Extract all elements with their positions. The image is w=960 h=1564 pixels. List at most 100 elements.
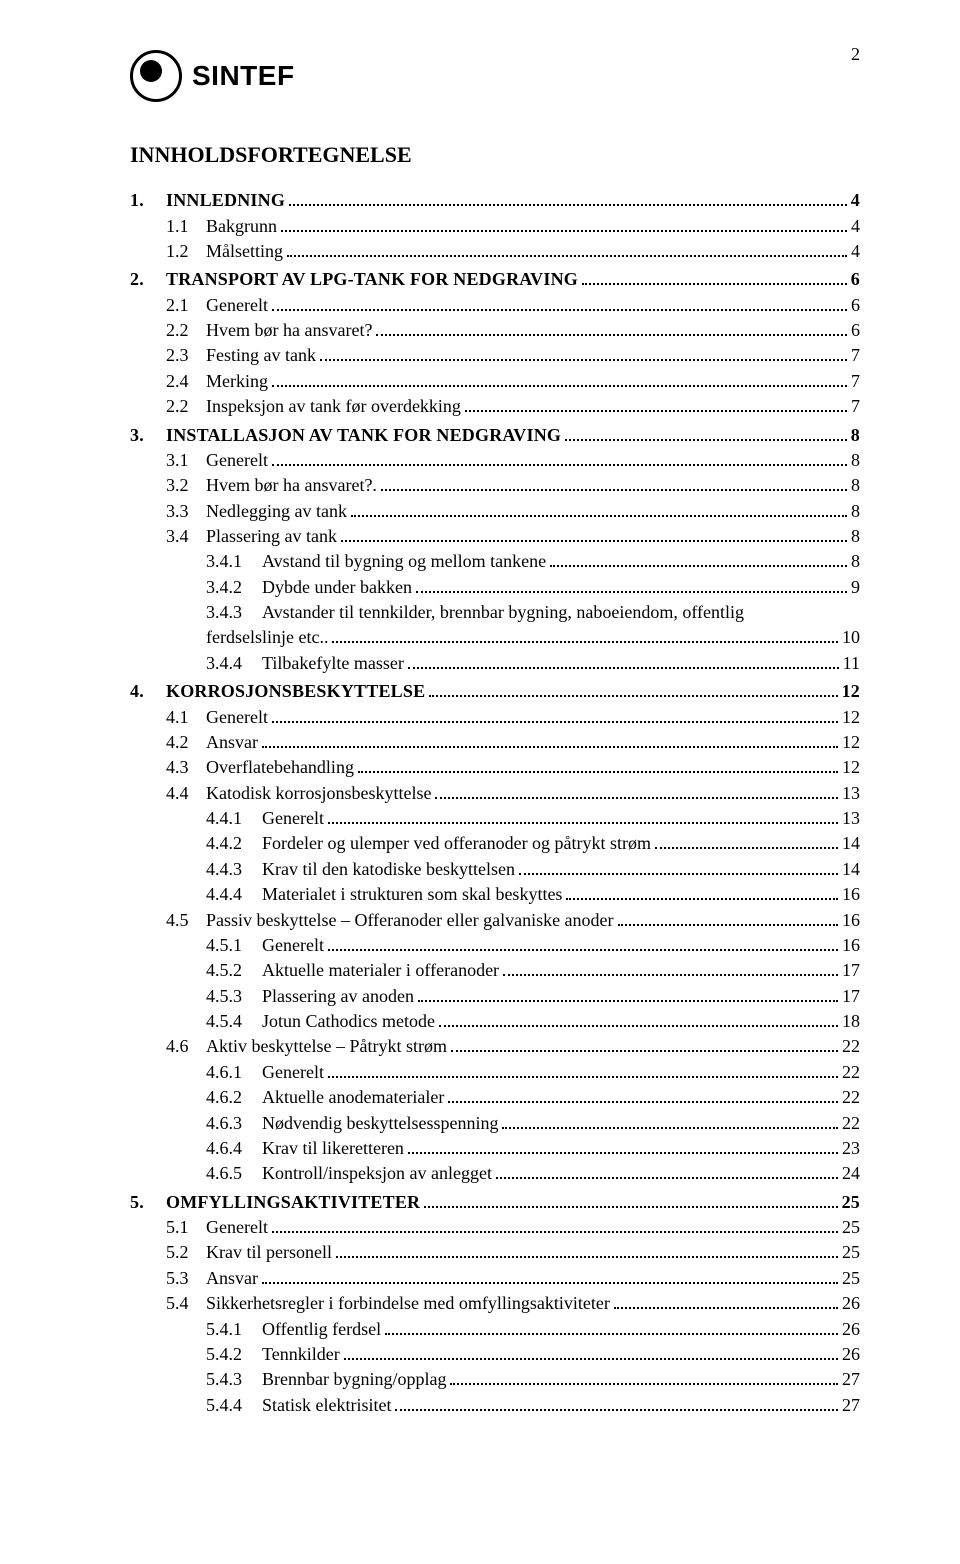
toc-entry-page: 16 [842,908,860,933]
toc-entry-page: 26 [842,1317,860,1342]
toc-entry-number: 4.6.3 [206,1111,262,1136]
toc-entry: 5.4.4Statisk elektrisitet27 [206,1392,860,1417]
toc-leader [416,575,847,593]
toc-leader [496,1161,838,1179]
toc-entry-label: Passiv beskyttelse – Offeranoder eller g… [206,908,614,933]
toc-entry: 3.INSTALLASJON AV TANK FOR NEDGRAVING8 [130,422,860,447]
toc-entry-label: Generelt [262,806,324,831]
toc-entry-label: TRANSPORT AV LPG-TANK FOR NEDGRAVING [166,267,578,292]
toc-entry: 1.1Bakgrunn4 [166,213,860,238]
toc-entry-number: 3.1 [166,448,206,473]
toc-entry-label: Dybde under bakken [262,575,412,600]
toc-entry: 4.4.4Materialet i strukturen som skal be… [206,882,860,907]
toc-leader [344,1342,838,1360]
toc-entry-label: Bakgrunn [206,214,277,239]
toc-entry-label: Overflatebehandling [206,755,354,780]
toc-leader [262,730,838,748]
toc-entry-number: 2.2 [166,318,206,343]
toc-entry-label: Nødvendig beskyttelsesspenning [262,1111,498,1136]
toc-entry-label: OMFYLLINGSAKTIVITETER [166,1190,420,1215]
toc-entry-number: 5. [130,1190,166,1215]
toc-leader [272,448,847,466]
toc-entry: 4.1Generelt12 [166,704,860,729]
toc-entry-label: KORROSJONSBESKYTTELSE [166,679,425,704]
toc-entry-label: Generelt [262,1060,324,1085]
toc-entry: 5.4.3Brennbar bygning/opplag27 [206,1367,860,1392]
toc-leader [655,831,838,849]
toc-entry-number: 4.5 [166,908,206,933]
toc-leader [351,499,847,517]
toc-entry-number: 4.6.5 [206,1161,262,1186]
toc-entry-page: 4 [851,188,860,213]
toc-entry-page: 7 [851,369,860,394]
toc-entry-number: 4.4.4 [206,882,262,907]
toc-entry: 4.KORROSJONSBESKYTTELSE12 [130,679,860,704]
toc-entry-page: 25 [842,1266,860,1291]
toc-entry-page: 13 [842,781,860,806]
toc-leader [381,473,847,491]
toc-entry: 4.6.5Kontroll/inspeksjon av anlegget24 [206,1161,860,1186]
toc-entry: 5.4Sikkerhetsregler i forbindelse med om… [166,1291,860,1316]
toc-title: INNHOLDSFORTEGNELSE [130,142,860,168]
toc-entry-page: 14 [842,831,860,856]
toc-entry-number: 4.2 [166,730,206,755]
toc-leader [320,343,847,361]
toc-entry-number: 4. [130,679,166,704]
toc-entry-number: 5.4.1 [206,1317,262,1342]
toc-entry-number: 5.3 [166,1266,206,1291]
toc-entry-label: Tilbakefylte masser [262,651,404,676]
toc-entry: 4.5.2Aktuelle materialer i offeranoder17 [206,958,860,983]
toc-leader [328,1060,838,1078]
toc-leader [418,983,838,1001]
toc-entry-page: 26 [842,1342,860,1367]
toc-leader [332,625,838,643]
toc-entry: 2.1Generelt6 [166,293,860,318]
toc-entry-label: Generelt [206,448,268,473]
toc-entry-page: 13 [842,806,860,831]
toc-entry-number: 4.4.1 [206,806,262,831]
toc-entry-page: 4 [851,239,860,264]
toc-entry-label: Krav til personell [206,1240,332,1265]
toc-entry: 4.4.1Generelt 13 [206,806,860,831]
toc-entry: 3.4Plassering av tank8 [166,524,860,549]
toc-entry-number: 3.2 [166,473,206,498]
toc-entry-number: 4.4 [166,781,206,806]
toc-entry-number: 3.4.2 [206,575,262,600]
toc-leader [465,394,847,412]
toc-entry-label: Generelt [262,933,324,958]
toc-entry-page: 6 [851,267,860,292]
toc-leader [424,1189,837,1207]
toc-entry-label: Fordeler og ulemper ved offeranoder og p… [262,831,651,856]
toc-entry: 4.6.2Aktuelle anodematerialer22 [206,1085,860,1110]
toc-entry: 4.6.1Generelt22 [206,1060,860,1085]
toc-entry-page: 10 [842,625,860,650]
toc-entry-number: 1.2 [166,239,206,264]
toc-entry-label: Ansvar [206,730,258,755]
toc-entry-label: INSTALLASJON AV TANK FOR NEDGRAVING [166,423,561,448]
toc-leader [376,318,847,336]
toc-entry-label: Avstand til bygning og mellom tankene [262,549,546,574]
toc-entry: 4.6.3Nødvendig beskyttelsesspenning22 [206,1110,860,1135]
toc-entry-label: Aktuelle anodematerialer [262,1085,444,1110]
toc-leader [502,1110,838,1128]
toc-entry-number: 5.2 [166,1240,206,1265]
toc-entry-number: 4.6 [166,1034,206,1059]
toc-entry-label: Plassering av anoden [262,984,414,1009]
toc-leader [395,1392,838,1410]
toc-entry: 3.4.1Avstand til bygning og mellom tanke… [206,549,860,574]
toc-leader [614,1291,838,1309]
toc-entry-label: Tennkilder [262,1342,340,1367]
toc-entry: 5.3Ansvar25 [166,1266,860,1291]
toc-entry-page: 23 [842,1136,860,1161]
toc-entry: 4.5.3Plassering av anoden17 [206,983,860,1008]
table-of-contents: 1.INNLEDNING41.1Bakgrunn41.2Målsetting42… [130,188,860,1418]
toc-entry: 4.6.4Krav til likeretteren23 [206,1136,860,1161]
toc-entry-label: Målsetting [206,239,283,264]
toc-entry-page: 27 [842,1393,860,1418]
toc-entry-label: Plassering av tank [206,524,337,549]
toc-entry-label: Statisk elektrisitet [262,1393,391,1418]
toc-entry-page: 9 [851,575,860,600]
toc-entry-label: Generelt [206,1215,268,1240]
toc-entry-number: 3. [130,423,166,448]
toc-entry: 3.2Hvem bør ha ansvaret?.8 [166,473,860,498]
